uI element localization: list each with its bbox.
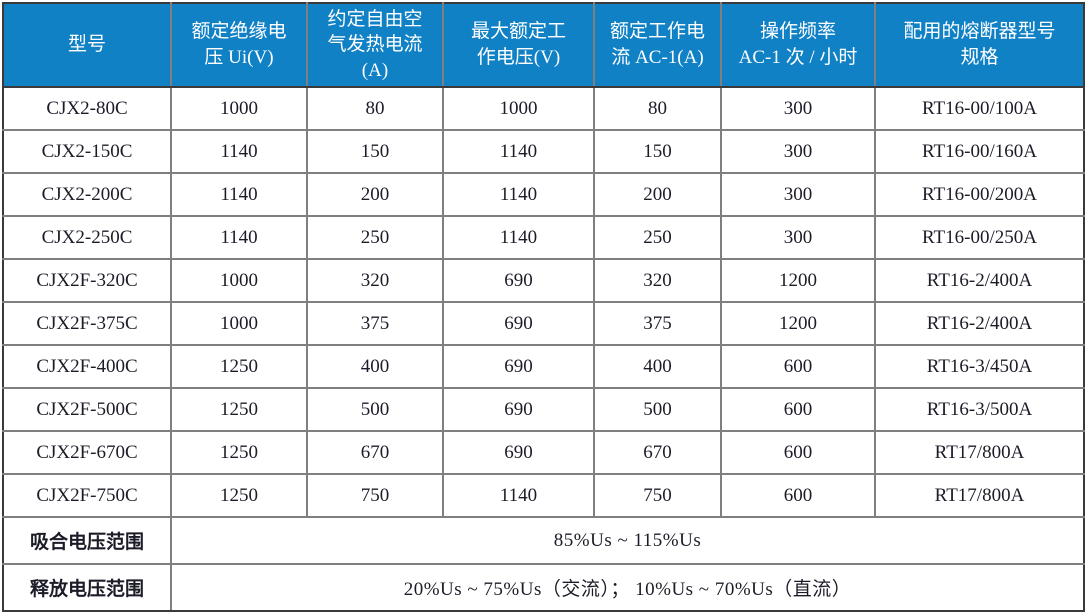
thermal-current-cell: 500 — [306, 387, 444, 432]
column-header-model: 型号 — [2, 2, 172, 88]
fuse-spec-cell: RT17/800A — [874, 430, 1085, 475]
operating-frequency-cell: 600 — [720, 344, 876, 389]
insulation-voltage-cell: 1250 — [170, 344, 308, 389]
working-current-cell: 320 — [593, 258, 722, 303]
column-header-working-current: 额定工作电 流 AC-1(A) — [593, 2, 722, 88]
table-row: CJX2F-750C 1250 750 1140 750 600 RT17/80… — [2, 473, 1085, 518]
model-cell: CJX2F-750C — [2, 473, 172, 518]
thermal-current-cell: 200 — [306, 172, 444, 217]
table-row: CJX2F-500C 1250 500 690 500 600 RT16-3/5… — [2, 387, 1085, 432]
model-cell: CJX2-80C — [2, 86, 172, 131]
pickup-voltage-range-row: 吸合电压范围 85%Us ~ 115%Us — [2, 516, 1085, 565]
release-voltage-range-row: 释放电压范围 20%Us ~ 75%Us（交流）； 10%Us ~ 70%Us（… — [2, 563, 1085, 612]
working-current-cell: 250 — [593, 215, 722, 260]
fuse-spec-cell: RT16-2/400A — [874, 301, 1085, 346]
fuse-spec-cell: RT16-00/160A — [874, 129, 1085, 174]
insulation-voltage-cell: 1250 — [170, 387, 308, 432]
max-working-voltage-cell: 1140 — [442, 172, 595, 217]
operating-frequency-cell: 600 — [720, 473, 876, 518]
insulation-voltage-cell: 1140 — [170, 172, 308, 217]
insulation-voltage-cell: 1000 — [170, 86, 308, 131]
column-header-thermal-current: 约定自由空 气发热电流 (A) — [306, 2, 444, 88]
thermal-current-cell: 320 — [306, 258, 444, 303]
fuse-spec-cell: RT16-2/400A — [874, 258, 1085, 303]
model-cell: CJX2-200C — [2, 172, 172, 217]
operating-frequency-cell: 300 — [720, 129, 876, 174]
column-header-operating-frequency: 操作频率 AC-1 次 / 小时 — [720, 2, 876, 88]
max-working-voltage-cell: 690 — [442, 344, 595, 389]
thermal-current-cell: 80 — [306, 86, 444, 131]
insulation-voltage-cell: 1000 — [170, 301, 308, 346]
max-working-voltage-cell: 1140 — [442, 215, 595, 260]
thermal-current-cell: 750 — [306, 473, 444, 518]
insulation-voltage-cell: 1250 — [170, 430, 308, 475]
working-current-cell: 500 — [593, 387, 722, 432]
thermal-current-cell: 400 — [306, 344, 444, 389]
operating-frequency-cell: 600 — [720, 387, 876, 432]
release-voltage-range-value: 20%Us ~ 75%Us（交流）； 10%Us ~ 70%Us（直流） — [170, 563, 1085, 612]
operating-frequency-cell: 300 — [720, 215, 876, 260]
working-current-cell: 400 — [593, 344, 722, 389]
operating-frequency-cell: 300 — [720, 172, 876, 217]
fuse-spec-cell: RT16-3/450A — [874, 344, 1085, 389]
max-working-voltage-cell: 690 — [442, 258, 595, 303]
table-row: CJX2-80C 1000 80 1000 80 300 RT16-00/100… — [2, 86, 1085, 131]
fuse-spec-cell: RT16-00/200A — [874, 172, 1085, 217]
model-cell: CJX2F-320C — [2, 258, 172, 303]
table-row: CJX2-150C 1140 150 1140 150 300 RT16-00/… — [2, 129, 1085, 174]
table-row: CJX2F-375C 1000 375 690 375 1200 RT16-2/… — [2, 301, 1085, 346]
insulation-voltage-cell: 1250 — [170, 473, 308, 518]
fuse-spec-cell: RT17/800A — [874, 473, 1085, 518]
working-current-cell: 200 — [593, 172, 722, 217]
max-working-voltage-cell: 1000 — [442, 86, 595, 131]
max-working-voltage-cell: 690 — [442, 430, 595, 475]
thermal-current-cell: 150 — [306, 129, 444, 174]
working-current-cell: 80 — [593, 86, 722, 131]
thermal-current-cell: 375 — [306, 301, 444, 346]
model-cell: CJX2F-375C — [2, 301, 172, 346]
insulation-voltage-cell: 1140 — [170, 129, 308, 174]
working-current-cell: 150 — [593, 129, 722, 174]
table-row: CJX2-200C 1140 200 1140 200 300 RT16-00/… — [2, 172, 1085, 217]
table-row: CJX2F-670C 1250 670 690 670 600 RT17/800… — [2, 430, 1085, 475]
model-cell: CJX2F-400C — [2, 344, 172, 389]
working-current-cell: 670 — [593, 430, 722, 475]
fuse-spec-cell: RT16-00/250A — [874, 215, 1085, 260]
working-current-cell: 750 — [593, 473, 722, 518]
insulation-voltage-cell: 1000 — [170, 258, 308, 303]
model-cell: CJX2-250C — [2, 215, 172, 260]
column-header-fuse-spec: 配用的熔断器型号 规格 — [874, 2, 1085, 88]
table-row: CJX2-250C 1140 250 1140 250 300 RT16-00/… — [2, 215, 1085, 260]
operating-frequency-cell: 1200 — [720, 301, 876, 346]
model-cell: CJX2F-670C — [2, 430, 172, 475]
pickup-voltage-range-label: 吸合电压范围 — [2, 516, 172, 565]
pickup-voltage-range-value: 85%Us ~ 115%Us — [170, 516, 1085, 565]
max-working-voltage-cell: 690 — [442, 387, 595, 432]
operating-frequency-cell: 600 — [720, 430, 876, 475]
model-cell: CJX2-150C — [2, 129, 172, 174]
max-working-voltage-cell: 1140 — [442, 473, 595, 518]
table-row: CJX2F-400C 1250 400 690 400 600 RT16-3/4… — [2, 344, 1085, 389]
insulation-voltage-cell: 1140 — [170, 215, 308, 260]
column-header-insulation-voltage: 额定绝缘电 压 Ui(V) — [170, 2, 308, 88]
fuse-spec-cell: RT16-3/500A — [874, 387, 1085, 432]
max-working-voltage-cell: 1140 — [442, 129, 595, 174]
operating-frequency-cell: 300 — [720, 86, 876, 131]
fuse-spec-cell: RT16-00/100A — [874, 86, 1085, 131]
thermal-current-cell: 250 — [306, 215, 444, 260]
table-header-row: 型号 额定绝缘电 压 Ui(V) 约定自由空 气发热电流 (A) 最大额定工 作… — [2, 2, 1085, 88]
model-cell: CJX2F-500C — [2, 387, 172, 432]
thermal-current-cell: 670 — [306, 430, 444, 475]
table-row: CJX2F-320C 1000 320 690 320 1200 RT16-2/… — [2, 258, 1085, 303]
max-working-voltage-cell: 690 — [442, 301, 595, 346]
working-current-cell: 375 — [593, 301, 722, 346]
release-voltage-range-label: 释放电压范围 — [2, 563, 172, 612]
column-header-max-working-voltage: 最大额定工 作电压(V) — [442, 2, 595, 88]
operating-frequency-cell: 1200 — [720, 258, 876, 303]
